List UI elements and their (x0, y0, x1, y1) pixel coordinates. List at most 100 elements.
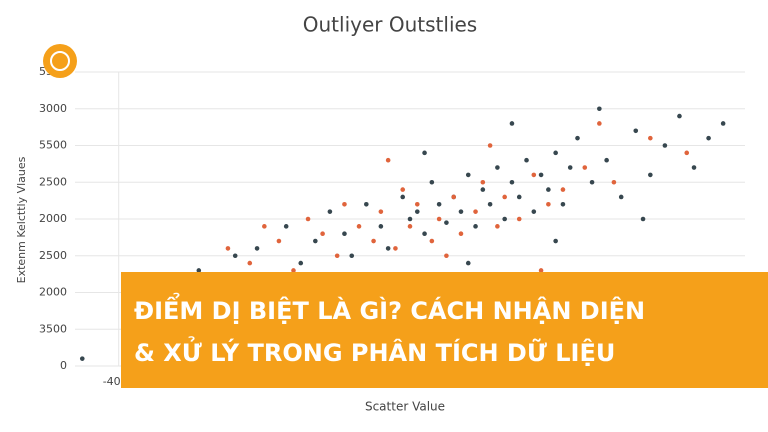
logo-circle (43, 44, 77, 78)
scatter-point (597, 121, 602, 126)
scatter-point (305, 216, 311, 222)
scatter-point (706, 135, 711, 141)
y-tick-label: 3000 (39, 102, 67, 115)
scatter-point (473, 224, 478, 229)
scatter-point (611, 179, 617, 185)
scatter-point (429, 238, 435, 244)
scatter-point (509, 179, 515, 185)
scatter-point (516, 216, 522, 222)
scatter-point (691, 165, 697, 170)
scatter-point (407, 224, 413, 229)
scatter-point (560, 202, 566, 207)
scatter-point (356, 224, 362, 229)
scatter-point (480, 179, 486, 185)
scatter-point (414, 209, 420, 214)
scatter-point (458, 209, 464, 214)
scatter-point (414, 202, 420, 207)
scatter-point (560, 187, 566, 192)
scatter-point (677, 113, 682, 119)
scatter-point (247, 260, 253, 266)
scatter-point (597, 106, 602, 112)
scatter-point (465, 260, 471, 266)
scatter-point (495, 224, 500, 229)
scatter-point (364, 202, 369, 207)
scatter-point (298, 260, 304, 266)
scatter-point (342, 202, 347, 207)
scatter-point (385, 157, 391, 163)
scatter-point (378, 224, 384, 229)
scatter-point (349, 253, 355, 259)
y-tick-label: 3500 (39, 322, 67, 335)
scatter-point (378, 209, 384, 214)
scatter-point (385, 246, 391, 251)
y-tick-label: 2500 (39, 249, 67, 262)
scatter-point (196, 268, 202, 273)
chart-title: Outliyer Outstlies (303, 13, 477, 37)
scatter-point (502, 216, 507, 222)
scatter-point (684, 150, 690, 156)
scatter-point (502, 194, 507, 200)
scatter-point (582, 165, 588, 170)
scatter-point (262, 224, 267, 229)
x-axis-label: Scatter Value (365, 400, 445, 414)
banner-line: ĐIỂM DỊ BIỆT LÀ GÌ? CÁCH NHẬN DIỆN (134, 291, 645, 325)
y-axis-label: Extenm Kelcttly Vlaues (15, 156, 28, 283)
scatter-point (327, 209, 333, 214)
scatter-point (480, 187, 486, 192)
scatter-point (487, 202, 493, 207)
logo-icon (50, 51, 70, 71)
scatter-point (407, 216, 413, 222)
scatter-point (400, 194, 406, 200)
scatter-point (567, 165, 573, 170)
banner (121, 272, 768, 388)
scatter-point (400, 187, 406, 192)
scatter-point (291, 268, 296, 273)
scatter-point (487, 143, 493, 148)
scatter-point (538, 268, 544, 273)
scatter-point (254, 246, 260, 251)
scatter-point (648, 135, 653, 141)
scatter-point (283, 224, 289, 229)
scatter-point (633, 128, 639, 134)
scatter-point (436, 216, 442, 222)
scatter-point (553, 150, 558, 156)
scatter-point (516, 194, 522, 200)
scatter-point (524, 157, 529, 163)
scatter-point (495, 165, 500, 170)
scatter-point (371, 238, 376, 244)
y-tick-label: 2500 (39, 175, 67, 188)
y-tick-label: 2000 (39, 286, 67, 299)
scatter-point (422, 231, 427, 236)
scatter-point (546, 187, 551, 192)
y-tick-label: 5500 (39, 139, 67, 152)
scatter-point (662, 143, 668, 148)
scatter-point (393, 246, 398, 251)
scatter-point (334, 253, 340, 259)
scatter-point (589, 179, 595, 185)
scatter-point (720, 121, 726, 126)
scatter-point (458, 231, 464, 236)
scatter-point (473, 209, 478, 214)
scatter-point (546, 202, 551, 207)
scatter-point (575, 135, 580, 141)
scatter-point (553, 238, 558, 244)
y-tick-label: 2000 (39, 212, 67, 225)
scatter-point (232, 253, 238, 259)
scatter-point (436, 202, 442, 207)
scatter-point (451, 194, 456, 200)
scatter-point (276, 238, 282, 244)
scatter-point (429, 179, 435, 185)
logo (43, 44, 77, 78)
scatter-point (320, 231, 325, 236)
scatter-point (422, 150, 427, 156)
scatter-point (538, 172, 544, 178)
y-tick-label: 0 (60, 359, 67, 372)
scatter-point (531, 209, 537, 214)
scatter-point (444, 253, 449, 259)
scatter-point (225, 246, 231, 251)
scatter-point (509, 121, 515, 126)
scatter-point (79, 356, 85, 361)
scatter-point (640, 216, 646, 222)
scatter-point (465, 172, 471, 178)
